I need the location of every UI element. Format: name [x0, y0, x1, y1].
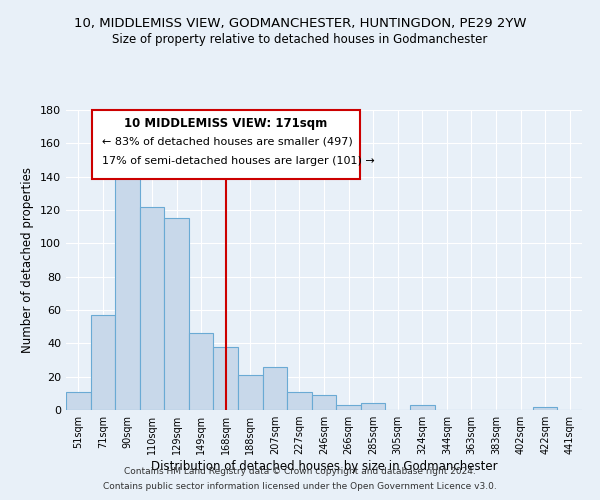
- Bar: [115, 176, 140, 410]
- Text: 10 MIDDLEMISS VIEW: 171sqm: 10 MIDDLEMISS VIEW: 171sqm: [124, 118, 328, 130]
- Bar: [140, 206, 164, 410]
- Bar: [287, 392, 312, 410]
- Bar: [238, 375, 263, 410]
- Bar: [214, 346, 238, 410]
- Bar: [533, 406, 557, 410]
- Y-axis label: Number of detached properties: Number of detached properties: [22, 167, 34, 353]
- Bar: [336, 405, 361, 410]
- FancyBboxPatch shape: [92, 110, 360, 179]
- Text: 17% of semi-detached houses are larger (101) →: 17% of semi-detached houses are larger (…: [102, 156, 375, 166]
- Bar: [91, 315, 115, 410]
- Bar: [410, 405, 434, 410]
- Bar: [361, 404, 385, 410]
- Bar: [189, 334, 214, 410]
- Text: ← 83% of detached houses are smaller (497): ← 83% of detached houses are smaller (49…: [102, 136, 353, 146]
- Bar: [312, 395, 336, 410]
- Bar: [164, 218, 189, 410]
- Text: 10, MIDDLEMISS VIEW, GODMANCHESTER, HUNTINGDON, PE29 2YW: 10, MIDDLEMISS VIEW, GODMANCHESTER, HUNT…: [74, 18, 526, 30]
- Text: Contains public sector information licensed under the Open Government Licence v3: Contains public sector information licen…: [103, 482, 497, 491]
- Text: Contains HM Land Registry data © Crown copyright and database right 2024.: Contains HM Land Registry data © Crown c…: [124, 467, 476, 476]
- Bar: [263, 366, 287, 410]
- Bar: [66, 392, 91, 410]
- Text: Size of property relative to detached houses in Godmanchester: Size of property relative to detached ho…: [112, 32, 488, 46]
- X-axis label: Distribution of detached houses by size in Godmanchester: Distribution of detached houses by size …: [151, 460, 497, 473]
